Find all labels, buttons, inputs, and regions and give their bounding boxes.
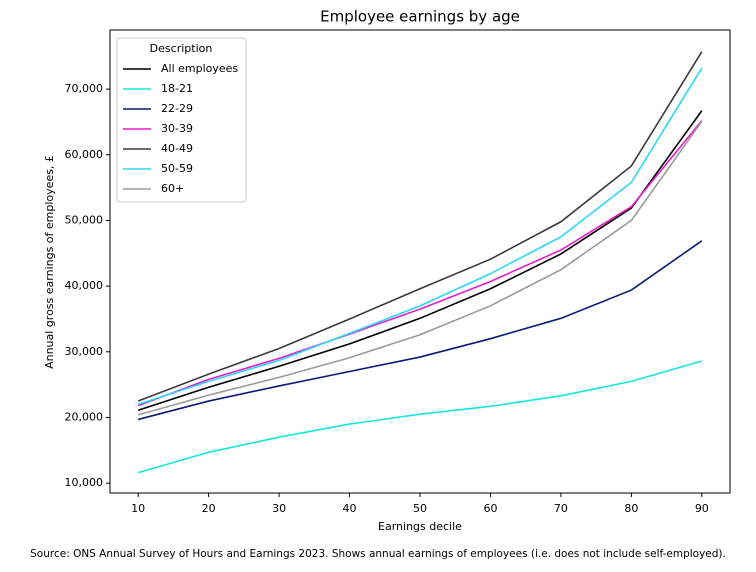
legend-label: 22-29 [161,102,193,115]
x-tick-label: 10 [131,502,145,515]
legend-label: 50-59 [161,162,193,175]
x-tick-label: 70 [554,502,568,515]
x-tick-label: 90 [695,502,709,515]
series-line [137,120,703,407]
legend-label: 40-49 [161,142,193,155]
series-line [137,51,703,402]
y-axis-label: Annual gross earnings of employees, £ [43,155,56,369]
legend-box [116,37,247,203]
y-tick-label: 10,000 [65,476,104,489]
source-note: Source: ONS Annual Survey of Hours and E… [30,548,726,560]
x-tick-label: 80 [624,502,638,515]
legend-label: 18-21 [161,82,193,95]
y-tick-label: 70,000 [65,82,104,95]
series-line [137,360,703,474]
x-axis-label: Earnings decile [378,520,462,533]
y-tick-label: 60,000 [65,148,104,161]
x-tick-label: 60 [483,502,497,515]
legend-label: All employees [161,62,238,75]
series-line [137,110,703,412]
x-tick-label: 40 [343,502,357,515]
y-tick-label: 40,000 [65,279,104,292]
y-tick-label: 30,000 [65,345,104,358]
legend-label: 30-39 [161,122,193,135]
legend-title: Description [150,42,213,55]
x-tick-label: 50 [413,502,427,515]
series-line [137,120,703,416]
legend-label: 60+ [161,182,184,195]
chart-title: Employee earnings by age [320,8,520,26]
x-tick-label: 20 [202,502,216,515]
series-line [137,240,703,421]
series-line [137,67,703,406]
y-tick-label: 50,000 [65,213,104,226]
y-tick-label: 20,000 [65,410,104,423]
x-tick-label: 30 [272,502,286,515]
